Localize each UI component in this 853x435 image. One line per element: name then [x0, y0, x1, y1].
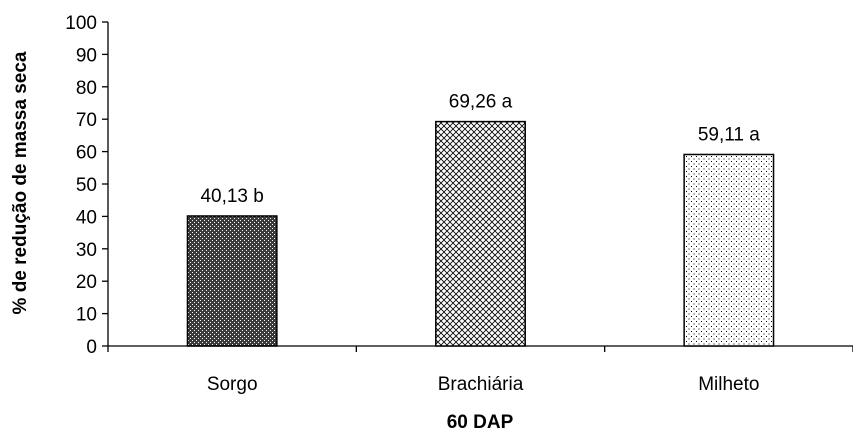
x-tick-label: Sorgo [207, 374, 258, 395]
x-tick-label: Milheto [698, 374, 759, 395]
y-axis-title: % de redução de massa seca [10, 51, 31, 314]
bar-sorgo [186, 215, 278, 347]
bars [186, 120, 775, 347]
x-axis: Sorgo Brachiária Milheto [107, 345, 853, 395]
bar-brachiaria [435, 120, 526, 347]
data-label: 40,13 b [200, 186, 263, 207]
y-tick-label: 50 [76, 175, 97, 196]
y-tick-label: 100 [65, 13, 97, 34]
y-tick-label: 30 [76, 240, 97, 261]
y-tick-label: 80 [76, 78, 97, 99]
data-label: 69,26 a [449, 92, 513, 113]
y-tick-label: 90 [76, 45, 97, 66]
data-label: 59,11 a [698, 124, 760, 145]
y-tick-label: 40 [76, 207, 97, 228]
y-tick-label: 60 [76, 143, 97, 164]
y-tick-label: 20 [76, 272, 97, 293]
x-axis-title: 60 DAP [447, 412, 514, 433]
y-tick-label: 0 [86, 337, 97, 358]
data-labels: 40,13 b 69,26 a 59,11 a [200, 92, 760, 207]
x-tick-label: Brachiária [438, 374, 524, 395]
y-tick-label: 10 [76, 305, 97, 326]
y-tick-label: 70 [76, 110, 97, 131]
y-axis: 0 10 20 30 40 50 60 70 80 90 100 [65, 13, 109, 358]
bar-milheto [683, 153, 775, 347]
